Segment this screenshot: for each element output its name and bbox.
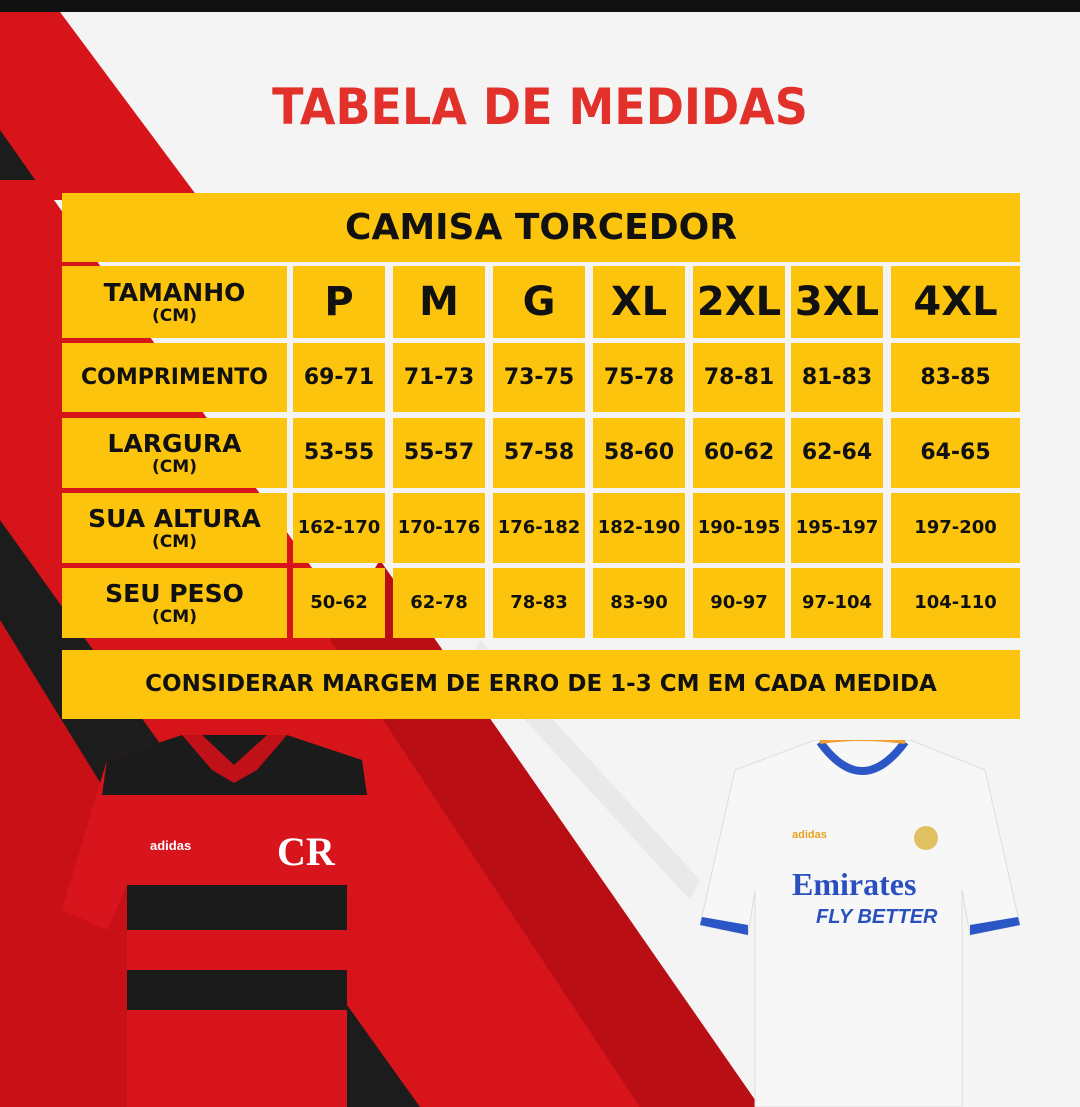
table-cell-value: 71-73	[403, 364, 475, 390]
value-cell: 64-65	[891, 418, 1020, 488]
table-cell-value: 83-90	[610, 592, 668, 613]
size-cell: XL	[593, 266, 685, 338]
value-cell: 170-176	[393, 493, 485, 563]
value-cell: 83-85	[891, 343, 1020, 412]
table-heading: CAMISA TORCEDOR	[62, 193, 1020, 262]
adidas-logo: adidas	[792, 829, 827, 841]
value-cell: 75-78	[593, 343, 685, 412]
red-black-jersey-image: adidas CR	[62, 735, 407, 1107]
value-cell: 81-83	[791, 343, 883, 412]
value-cell: 90-97	[693, 568, 785, 638]
table-cell-value: 78-81	[703, 364, 775, 390]
value-cell: 60-62	[693, 418, 785, 488]
size-table: CAMISA TORCEDOR TAMANHO (CM) P M G XL 2XL 3XL 4XL…	[62, 193, 1020, 719]
size-cell: 4XL	[891, 266, 1020, 338]
table-cell-value: 81-83	[801, 364, 873, 390]
size-header-cell: TAMANHO (CM)	[62, 266, 287, 338]
table-cell-value: 90-97	[710, 592, 768, 613]
row-label-cell: LARGURA (CM)	[62, 418, 287, 488]
value-cell: 62-64	[791, 418, 883, 488]
table-cell-value: 162-170	[297, 517, 381, 538]
size-label: 4XL	[913, 279, 998, 325]
value-cell: 62-78	[393, 568, 485, 638]
size-label: G	[522, 279, 556, 325]
value-cell: 162-170	[293, 493, 385, 563]
table-cell-value: 97-104	[801, 592, 873, 613]
row-unit: (CM)	[152, 606, 197, 627]
size-cell: 3XL	[791, 266, 883, 338]
size-label: 2XL	[696, 279, 782, 325]
row-label-cell: COMPRIMENTO	[62, 343, 287, 412]
size-label: M	[419, 279, 459, 325]
table-cell-value: 69-71	[303, 364, 375, 390]
table-cell-value: 104-110	[914, 592, 997, 613]
row-label: SEU PESO	[105, 578, 244, 608]
value-cell: 53-55	[293, 418, 385, 488]
size-label: 3XL	[794, 279, 880, 325]
value-cell: 176-182	[493, 493, 585, 563]
value-cell: 197-200	[891, 493, 1020, 563]
value-cell: 55-57	[393, 418, 485, 488]
table-cell-value: 182-190	[597, 517, 681, 538]
sponsor-tagline: FLY BETTER	[816, 906, 938, 928]
footer-note: CONSIDERAR MARGEM DE ERRO DE 1-3 CM EM C…	[145, 671, 937, 697]
size-cell: 2XL	[693, 266, 785, 338]
table-cell-value: 197-200	[914, 517, 997, 538]
size-cell: M	[393, 266, 485, 338]
row-label-cell: SUA ALTURA (CM)	[62, 493, 287, 563]
size-cell: P	[293, 266, 385, 338]
table-cell-value: 50-62	[310, 592, 368, 613]
row-label-cell: SEU PESO (CM)	[62, 568, 287, 638]
table-heading-text: CAMISA TORCEDOR	[345, 206, 737, 248]
size-header-unit: (CM)	[152, 305, 197, 326]
row-label: LARGURA	[107, 428, 242, 458]
table-cell-value: 75-78	[603, 364, 675, 390]
table-footer: CONSIDERAR MARGEM DE ERRO DE 1-3 CM EM C…	[62, 650, 1020, 719]
table-cell-value: 73-75	[503, 364, 575, 390]
value-cell: 97-104	[791, 568, 883, 638]
sponsor-emirates: Emirates	[792, 866, 916, 902]
table-cell-value: 170-176	[397, 517, 481, 538]
table-cell-value: 60-62	[703, 440, 775, 465]
size-header-label: TAMANHO	[103, 277, 246, 307]
row-unit: (CM)	[152, 531, 197, 552]
table-cell-value: 62-78	[410, 592, 468, 613]
size-label: XL	[610, 279, 668, 325]
row-label: COMPRIMENTO	[80, 364, 269, 390]
table-cell-value: 58-60	[603, 440, 675, 465]
value-cell: 190-195	[693, 493, 785, 563]
crest-logo: CR	[277, 829, 336, 874]
table-cell-value: 57-58	[503, 440, 575, 465]
table-cell-value: 62-64	[801, 440, 873, 465]
value-cell: 50-62	[293, 568, 385, 638]
top-bar	[0, 0, 1080, 12]
value-cell: 104-110	[891, 568, 1020, 638]
value-cell: 182-190	[593, 493, 685, 563]
value-cell: 78-83	[493, 568, 585, 638]
size-label: P	[324, 279, 354, 325]
table-cell-value: 83-85	[920, 364, 991, 390]
value-cell: 83-90	[593, 568, 685, 638]
table-cell-value: 190-195	[697, 517, 781, 538]
value-cell: 73-75	[493, 343, 585, 412]
value-cell: 57-58	[493, 418, 585, 488]
table-cell-value: 176-182	[497, 517, 581, 538]
table-cell-value: 195-197	[795, 517, 879, 538]
white-jersey-image: adidas Emirates FLY BETTER	[700, 740, 1020, 1107]
value-cell: 58-60	[593, 418, 685, 488]
table-cell-value: 78-83	[510, 592, 568, 613]
adidas-logo: adidas	[150, 838, 191, 853]
value-cell: 69-71	[293, 343, 385, 412]
size-cell: G	[493, 266, 585, 338]
table-cell-value: 53-55	[303, 440, 375, 465]
value-cell: 195-197	[791, 493, 883, 563]
row-label: SUA ALTURA	[88, 503, 261, 533]
row-unit: (CM)	[152, 456, 197, 477]
table-cell-value: 64-65	[920, 440, 991, 465]
page-title: TABELA DE MEDIDAS	[272, 78, 808, 136]
table-cell-value: 55-57	[403, 440, 475, 465]
value-cell: 71-73	[393, 343, 485, 412]
value-cell: 78-81	[693, 343, 785, 412]
